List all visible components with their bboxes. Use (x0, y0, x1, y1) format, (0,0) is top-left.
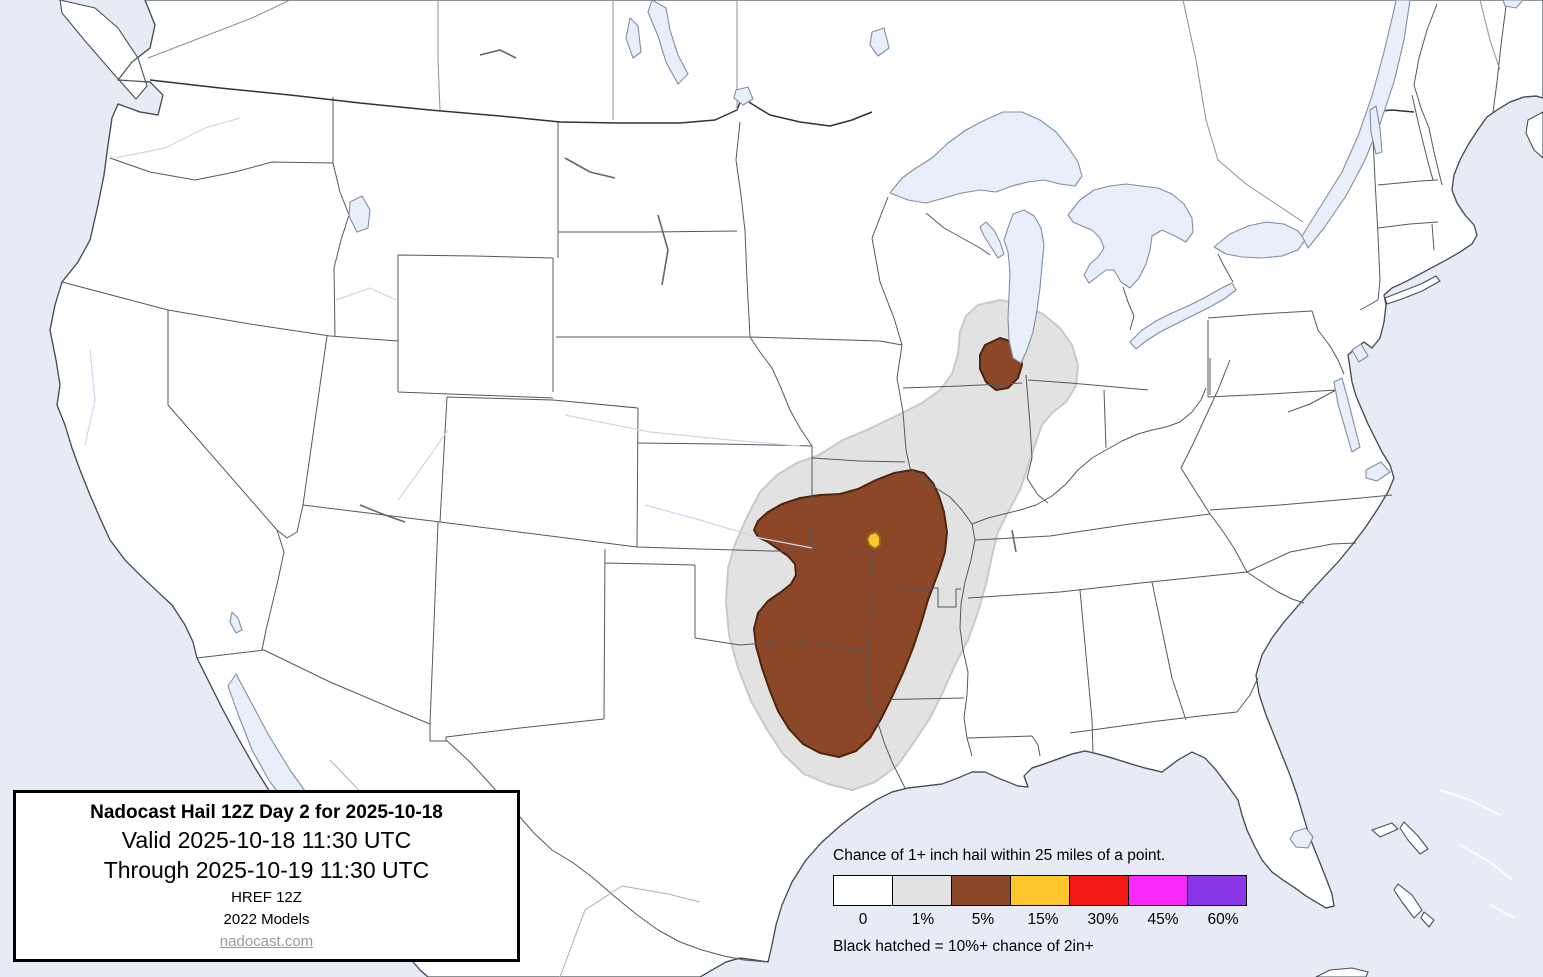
lake-huron (1067, 183, 1194, 289)
reservoirs (359, 49, 1017, 553)
chesapeake-bay (1333, 377, 1361, 453)
legend-swatch-60 (1187, 875, 1247, 906)
canada-province-borders (147, 0, 1501, 223)
legend-hatched-note: Black hatched = 10%+ chance of 2in+ (833, 938, 1094, 955)
andros-island (1393, 883, 1423, 919)
probability-legend: Chance of 1+ inch hail within 25 miles o… (833, 847, 1263, 956)
bahama-reef-streaks (1439, 789, 1516, 919)
lake-nipigon (869, 27, 890, 57)
cuba-coast-sliver (1315, 967, 1369, 977)
nadocast-site-link[interactable]: nadocast.com (219, 933, 314, 950)
delaware-bay (1351, 343, 1369, 363)
vancouver-island (59, 0, 148, 100)
st-lawrence-river (1301, 0, 1411, 249)
lake-michigan (1003, 209, 1045, 364)
hail-15pct-spot (866, 531, 881, 550)
legend-label-1: 1% (911, 911, 935, 928)
legend-swatch-45 (1128, 875, 1188, 906)
legend-label-row: 0 1% 5% 15% 30% 45% 60% (833, 911, 1263, 929)
pamlico-sound (1365, 461, 1391, 482)
islands (59, 0, 1543, 977)
lake-superior (889, 111, 1083, 204)
salton-sea (229, 611, 243, 634)
great-salt-lake (348, 195, 371, 233)
lake-winnipeg (647, 0, 689, 85)
legend-swatch-1 (892, 875, 952, 906)
legend-label-15: 15% (1027, 911, 1059, 928)
legend-swatch-0 (833, 875, 893, 906)
hail-probability-contours (725, 299, 1079, 791)
legend-label-0: 0 (858, 911, 868, 928)
lake-manitoba (625, 17, 642, 59)
legend-label-60: 60% (1207, 911, 1239, 928)
legend-swatch-30 (1069, 875, 1129, 906)
lake-champlain (1369, 105, 1383, 155)
abaco-island (1399, 821, 1429, 855)
lake-of-the-woods (733, 86, 754, 106)
forecast-model-name: HREF 12Z (231, 889, 302, 906)
forecast-title-box: Nadocast Hail 12Z Day 2 for 2025-10-18 V… (13, 790, 520, 962)
us-state-borders (61, 3, 1507, 963)
legend-swatch-5 (951, 875, 1011, 906)
lake-okeechobee (1289, 827, 1314, 849)
legend-label-30: 30% (1087, 911, 1119, 928)
lake-erie (1129, 282, 1237, 350)
legend-swatch-row (833, 875, 1263, 906)
green-bay (979, 221, 1005, 259)
legend-label-5: 5% (971, 911, 995, 928)
grand-bahama-island (1371, 822, 1399, 838)
legend-swatch-15 (1010, 875, 1070, 906)
long-island (1384, 275, 1441, 305)
forecast-valid-line: Valid 2025-10-18 11:30 UTC (121, 827, 412, 853)
nova-scotia-sliver (1525, 111, 1543, 159)
bahama-small-island (1420, 911, 1435, 928)
legend-title: Chance of 1+ inch hail within 25 miles o… (833, 847, 1166, 864)
rivers (84, 117, 813, 549)
forecast-heading: Nadocast Hail 12Z Day 2 for 2025-10-18 (90, 802, 443, 823)
forecast-model-year: 2022 Models (223, 911, 310, 928)
legend-label-45: 45% (1147, 911, 1179, 928)
gulf-st-lawrence-notch (1502, 0, 1524, 9)
forecast-through-line: Through 2025-10-19 11:30 UTC (103, 857, 430, 883)
hail-5pct-main-region (753, 469, 948, 758)
